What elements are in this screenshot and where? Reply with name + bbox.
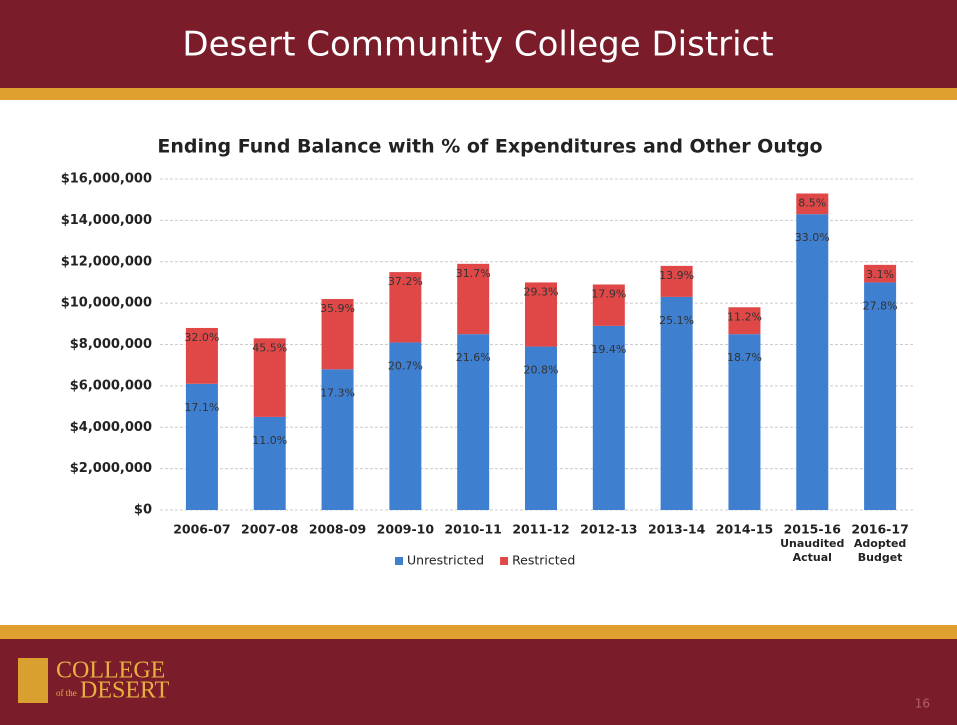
logo-text: COLLEGE xyxy=(56,658,165,684)
bar-segment xyxy=(321,369,354,510)
data-label: 19.4% xyxy=(591,343,626,356)
data-label: 3.1% xyxy=(866,268,894,281)
bar-segment xyxy=(796,193,829,215)
bar-segment xyxy=(660,296,693,510)
data-label: 17.1% xyxy=(184,401,219,414)
y-tick-label: $16,000,000 xyxy=(61,172,152,187)
y-tick-label: $0 xyxy=(134,503,152,518)
bar-segment xyxy=(389,272,422,343)
data-label: 18.7% xyxy=(727,351,762,364)
x-tick-label: 2013-14 xyxy=(648,522,706,537)
bar-segment xyxy=(389,342,422,510)
bar-segment xyxy=(457,334,490,510)
data-label: 11.0% xyxy=(252,434,287,447)
x-tick-label: 2011-12 xyxy=(512,522,569,537)
x-tick-label: 2012-13 xyxy=(580,522,637,537)
data-label: 13.9% xyxy=(659,269,694,282)
bar-segment xyxy=(660,265,693,297)
footer-band xyxy=(0,639,957,725)
legend-label: Restricted xyxy=(512,553,575,568)
data-label: 8.5% xyxy=(798,196,826,209)
y-tick-label: $4,000,000 xyxy=(70,420,152,435)
data-label: 20.7% xyxy=(388,359,423,372)
y-tick-label: $14,000,000 xyxy=(61,213,152,228)
y-tick-label: $10,000,000 xyxy=(61,296,152,311)
header-stripe xyxy=(0,88,957,100)
footer-stripe xyxy=(0,625,957,639)
bar-segment xyxy=(457,263,490,335)
x-tick-label: Unaudited xyxy=(780,537,844,550)
slide-title: Desert Community College District xyxy=(182,25,773,65)
x-tick-label: 2015-16 xyxy=(784,522,842,537)
logo-text: of the xyxy=(56,688,77,698)
data-label: 25.1% xyxy=(659,314,694,327)
legend-swatch xyxy=(395,557,403,565)
bar-segment xyxy=(728,307,761,335)
bar-segment xyxy=(525,282,557,347)
bar-segment xyxy=(185,327,218,384)
logo-text: DESERT xyxy=(80,678,170,704)
data-label: 37.2% xyxy=(388,275,423,288)
x-tick-label: 2007-08 xyxy=(241,522,298,537)
data-label: 27.8% xyxy=(863,299,898,312)
logo-icon xyxy=(18,658,48,703)
data-label: 21.6% xyxy=(456,351,491,364)
data-label: 35.9% xyxy=(320,302,355,315)
bar-segment xyxy=(253,416,286,510)
x-tick-label: 2006-07 xyxy=(173,522,230,537)
legend-label: Unrestricted xyxy=(407,553,484,568)
bar-segment xyxy=(592,325,625,510)
x-tick-label: 2016-17 xyxy=(851,522,908,537)
x-tick-label: Actual xyxy=(793,551,832,564)
data-label: 45.5% xyxy=(252,341,287,354)
bar-segment xyxy=(864,282,897,510)
x-tick-label: 2009-10 xyxy=(377,522,435,537)
x-tick-label: 2008-09 xyxy=(309,522,366,537)
data-label: 17.3% xyxy=(320,386,355,399)
bar-segment xyxy=(728,334,761,510)
data-label: 11.2% xyxy=(727,310,762,323)
data-label: 17.9% xyxy=(591,288,626,301)
data-label: 32.0% xyxy=(184,331,219,344)
y-tick-label: $6,000,000 xyxy=(70,378,152,393)
data-label: 33.0% xyxy=(795,231,830,244)
bar-segment xyxy=(592,284,625,326)
data-label: 29.3% xyxy=(524,285,559,298)
bar-segment xyxy=(185,383,218,510)
x-tick-label: Budget xyxy=(858,551,903,564)
bar-segment xyxy=(253,338,286,417)
bar-segment xyxy=(525,346,557,510)
data-label: 20.8% xyxy=(524,364,559,377)
page-number: 16 xyxy=(915,697,930,711)
header-band xyxy=(0,0,957,88)
x-tick-label: 2014-15 xyxy=(716,522,773,537)
bar-segment xyxy=(321,298,354,370)
x-tick-label: Adopted xyxy=(854,537,906,550)
bar-segment xyxy=(864,264,897,283)
legend-swatch xyxy=(500,557,509,565)
y-tick-label: $2,000,000 xyxy=(70,461,152,476)
chart-title: Ending Fund Balance with % of Expenditur… xyxy=(157,136,822,158)
y-tick-label: $12,000,000 xyxy=(61,254,152,269)
x-tick-label: 2010-11 xyxy=(444,522,501,537)
y-tick-label: $8,000,000 xyxy=(70,337,152,352)
bar-segment xyxy=(796,214,829,510)
data-label: 31.7% xyxy=(456,267,491,280)
